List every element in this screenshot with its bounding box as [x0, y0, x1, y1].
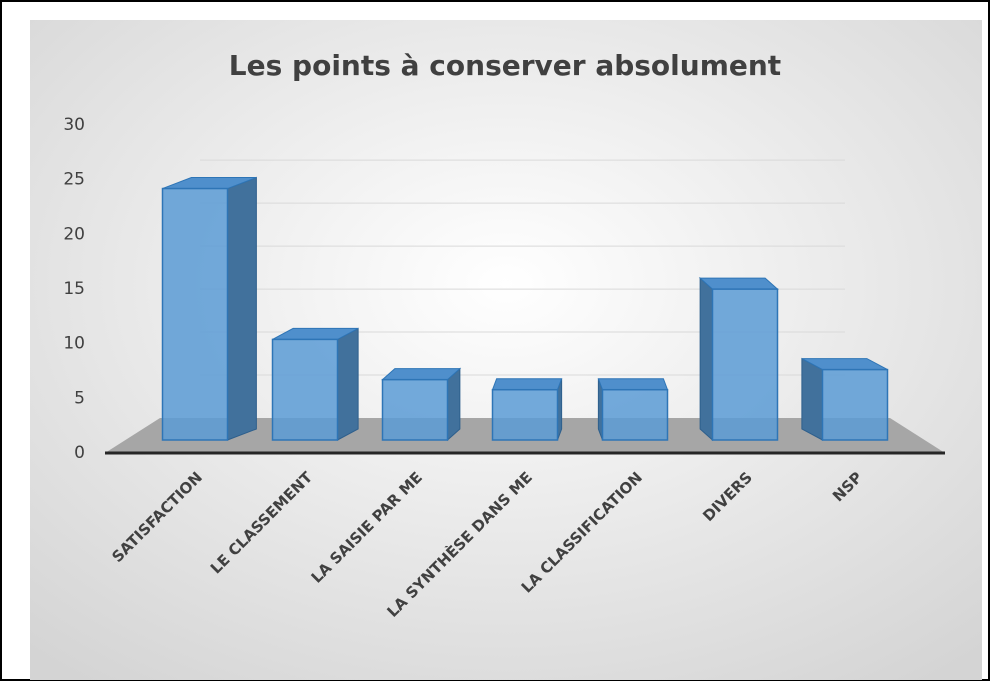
- bar: [491, 378, 563, 441]
- bar-front: [821, 368, 889, 441]
- y-tick-label: 5: [74, 388, 85, 408]
- bar-side: [801, 357, 823, 441]
- bar-top: [381, 368, 462, 381]
- y-tick-label: 25: [63, 170, 85, 190]
- bar-side: [447, 367, 461, 442]
- y-tick-label: 0: [74, 443, 85, 463]
- bar: [381, 367, 462, 442]
- bar: [271, 327, 359, 441]
- bar: [801, 357, 889, 441]
- bar-side: [337, 327, 359, 441]
- y-tick-label: 30: [63, 115, 85, 135]
- bar-front: [601, 388, 669, 441]
- bar-top: [597, 378, 669, 391]
- bar-top: [698, 277, 779, 290]
- bar-side: [699, 277, 713, 442]
- bar-front: [711, 288, 779, 441]
- y-tick-label: 15: [63, 279, 85, 299]
- bar-front: [271, 338, 339, 441]
- bar: [161, 176, 257, 441]
- bar: [698, 277, 779, 442]
- bar-front: [381, 378, 449, 441]
- bar-side: [227, 176, 257, 441]
- bar-front: [161, 187, 229, 441]
- bar: [597, 378, 669, 441]
- y-tick-label: 20: [63, 224, 85, 244]
- bar-front: [491, 388, 559, 441]
- y-tick-label: 10: [63, 334, 85, 354]
- chart-title: Les points à conserver absolument: [229, 49, 781, 82]
- bar-top: [491, 378, 563, 391]
